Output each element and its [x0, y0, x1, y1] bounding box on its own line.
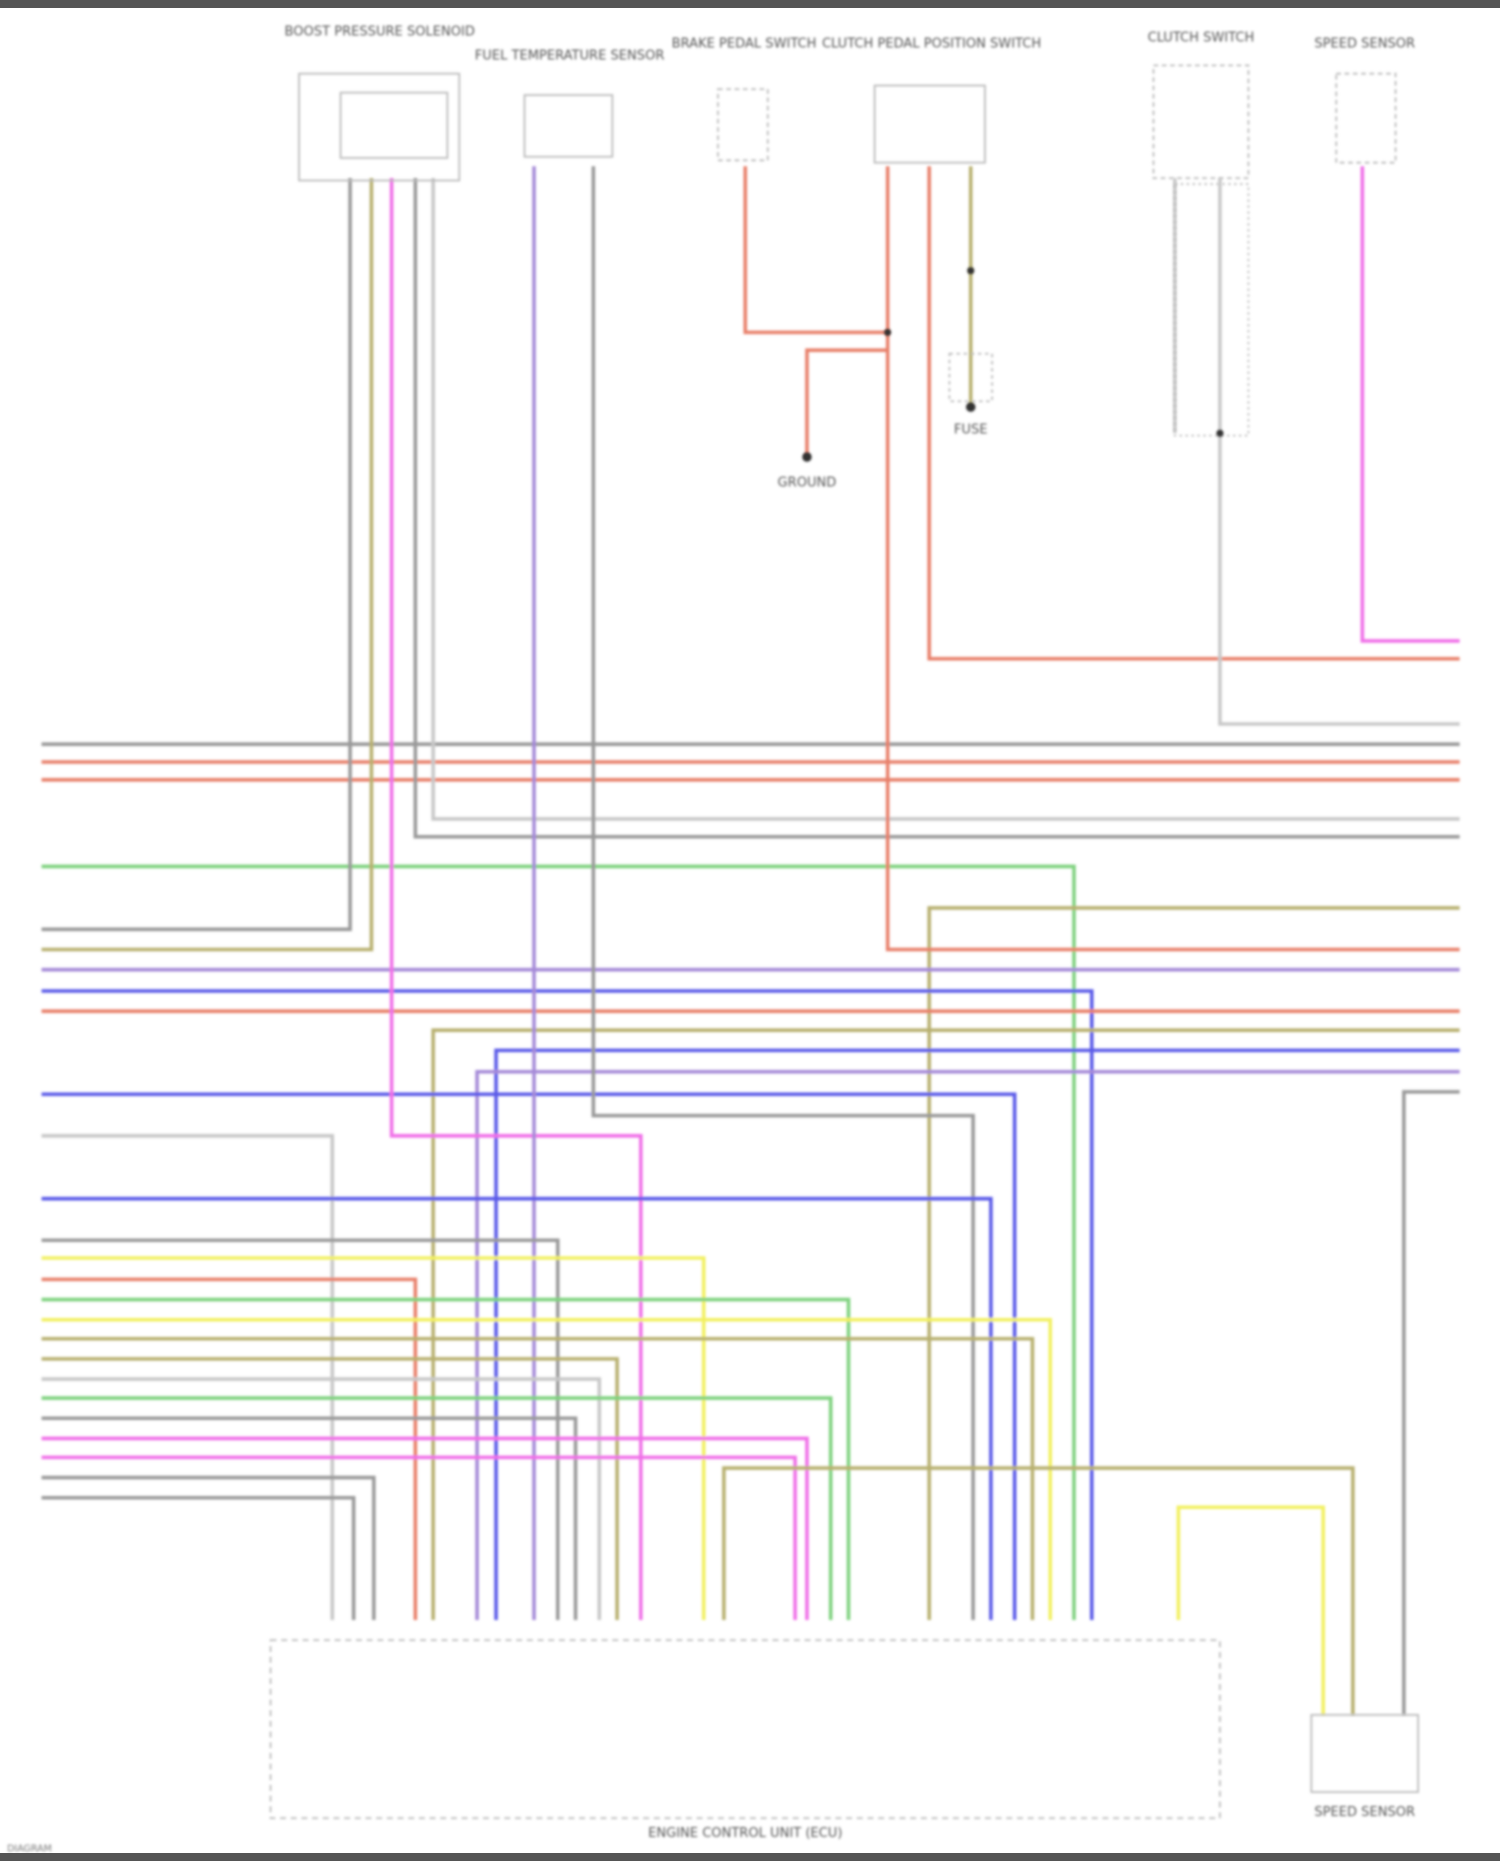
boost-solenoid-box — [298, 72, 461, 182]
wire-green — [41, 1396, 833, 1620]
splice-point — [1216, 429, 1224, 437]
splice-point — [884, 328, 892, 336]
bottom-border — [0, 1853, 1500, 1861]
wire-red — [927, 166, 1460, 661]
wire-blue — [41, 1196, 993, 1620]
label-brake-switch: BRAKE PEDAL SWITCH — [672, 37, 817, 52]
wire-yellow — [1176, 1505, 1325, 1715]
wire-gray — [41, 178, 352, 932]
wire-red — [805, 348, 888, 458]
label-speed-sensor: SPEED SENSOR — [1314, 37, 1415, 52]
label-fuel-temp-sensor: FUEL TEMPERATURE SENSOR — [475, 48, 665, 63]
wire-lightgray — [1218, 178, 1460, 726]
wire-red — [743, 166, 888, 335]
wire-pink — [389, 178, 643, 1620]
wire-gray — [591, 166, 975, 1620]
wire-pink — [1360, 166, 1460, 643]
boost-solenoid-body — [339, 91, 449, 159]
wire-gray — [41, 1238, 560, 1620]
top-border — [0, 0, 1500, 8]
label-clutch-pedal-switch: CLUTCH PEDAL POSITION SWITCH — [822, 37, 1041, 52]
wire-yellow — [41, 1256, 706, 1620]
label-ecu: ENGINE CONTROL UNIT (ECU) — [648, 1826, 842, 1841]
wire-olive — [41, 1336, 1035, 1620]
wire-green — [41, 864, 1076, 1620]
wire-red — [41, 1277, 418, 1620]
wire-gray — [41, 1495, 356, 1620]
wire-blue — [494, 1048, 1460, 1620]
label-speed-sensor-2: SPEED SENSOR — [1314, 1805, 1415, 1820]
switch-bracket — [1173, 183, 1250, 437]
wire-lightgray — [41, 1377, 602, 1620]
label-ground: GROUND — [778, 476, 837, 491]
wire-olive — [927, 906, 1460, 1620]
wire-red — [885, 166, 1460, 952]
wire-olive — [722, 1466, 1355, 1715]
wire-olive — [431, 1028, 1460, 1620]
footer-left-text: DIAGRAM — [7, 1843, 52, 1854]
ecu-box — [269, 1639, 1221, 1820]
wire-olive — [41, 1357, 619, 1620]
wire-purple — [475, 1069, 1460, 1620]
wire-olive — [41, 178, 374, 952]
wire-pink — [41, 1436, 809, 1620]
wire-yellow — [41, 1317, 1053, 1620]
ground-point — [802, 452, 812, 462]
clutch-pedal-switch-box — [873, 84, 986, 164]
speed-sensor-box — [1335, 72, 1397, 164]
label-boost-solenoid: BOOST PRESSURE SOLENOID — [285, 25, 475, 40]
splice-point — [967, 267, 975, 275]
wire-blue — [41, 989, 1094, 1620]
brake-switch-box — [717, 88, 769, 162]
fuse-box — [948, 352, 993, 403]
label-clutch-switch: CLUTCH SWITCH — [1148, 31, 1255, 46]
wire-gray — [41, 1416, 578, 1620]
wire-gray — [1402, 1090, 1460, 1715]
speed-sensor-2-box — [1310, 1714, 1420, 1793]
wire-green — [41, 1297, 851, 1620]
label-fuse: FUSE — [954, 422, 988, 437]
wire-lightgray — [431, 178, 1460, 821]
clutch-switch-box — [1152, 64, 1250, 180]
fuel-temp-sensor-box — [523, 94, 614, 158]
wire-gray — [41, 1475, 376, 1620]
fuse-terminal — [965, 402, 976, 412]
wire-blue — [41, 1092, 1017, 1620]
wire-pink — [41, 1455, 797, 1620]
wire-gray — [413, 178, 1460, 839]
